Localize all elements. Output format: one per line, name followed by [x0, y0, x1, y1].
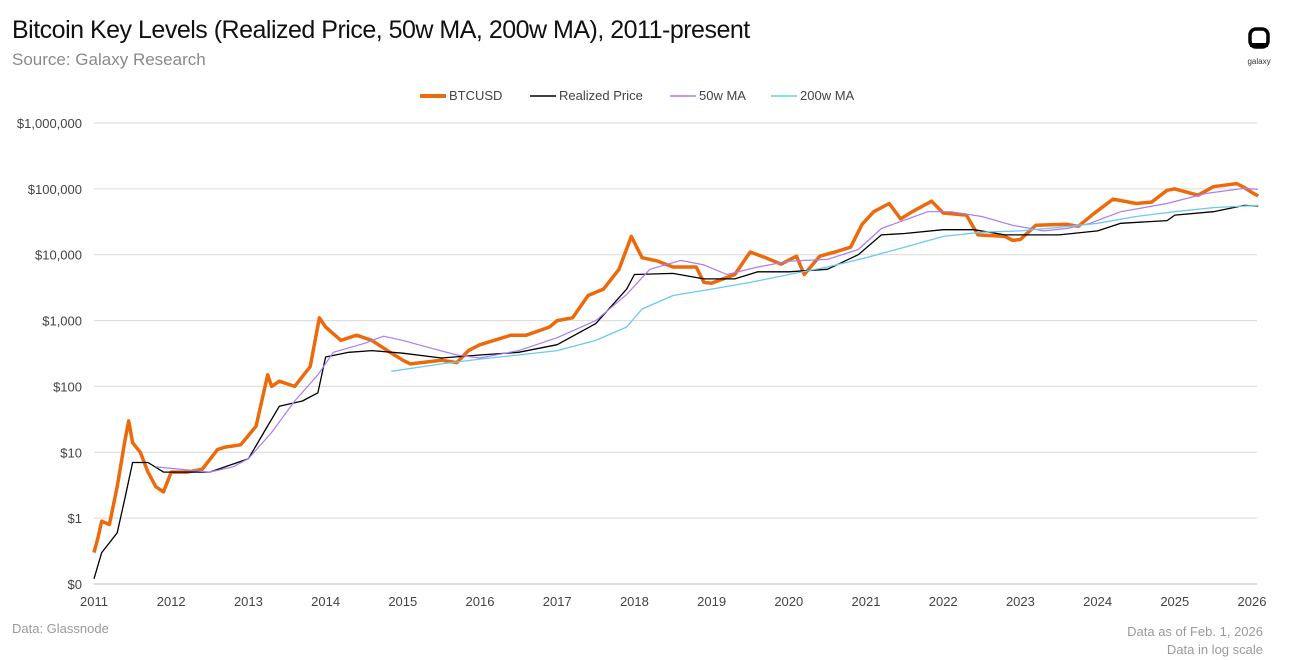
footer-notes: Data as of Feb. 1, 2026 Data in log scal…: [1127, 623, 1263, 659]
scale-note: Data in log scale: [1166, 642, 1263, 657]
y-tick-label: $1: [68, 511, 82, 526]
x-tick-label: 2019: [697, 594, 726, 609]
legend-label: 50w MA: [699, 88, 746, 103]
x-tick-label: 2022: [929, 594, 958, 609]
x-tick-label: 2024: [1083, 594, 1112, 609]
y-tick-label: $100,000: [28, 182, 82, 197]
series-line-200w-ma: [391, 204, 1259, 372]
x-tick-label: 2015: [388, 594, 417, 609]
chart-subtitle: Source: Galaxy Research: [12, 50, 206, 69]
data-source: Data: Glassnode: [12, 621, 109, 636]
chart-title: Bitcoin Key Levels (Realized Price, 50w …: [12, 16, 750, 44]
as-of-date: Data as of Feb. 1, 2026: [1127, 624, 1263, 639]
y-tick-label: $10: [60, 445, 82, 460]
x-tick-label: 2020: [774, 594, 803, 609]
x-tick-label: 2026: [1238, 594, 1267, 609]
x-tick-label: 2021: [852, 594, 881, 609]
x-tick-label: 2017: [543, 594, 572, 609]
galaxy-logo: galaxy: [1244, 26, 1274, 66]
logo-text: galaxy: [1247, 57, 1271, 66]
x-tick-label: 2014: [311, 594, 340, 609]
x-tick-label: 2023: [1006, 594, 1035, 609]
legend-label: Realized Price: [559, 88, 643, 103]
y-tick-label: $0: [68, 577, 82, 592]
x-tick-label: 2012: [157, 594, 186, 609]
x-tick-label: 2018: [620, 594, 649, 609]
series-line-btcusd: [92, 181, 1260, 554]
y-tick-label: $10,000: [35, 248, 82, 263]
legend-label: 200w MA: [800, 88, 855, 103]
x-tick-label: 2025: [1160, 594, 1189, 609]
y-tick-label: $100: [53, 379, 82, 394]
y-tick-label: $1,000,000: [17, 116, 82, 131]
x-tick-label: 2016: [466, 594, 495, 609]
galaxy-logo-icon: [1248, 27, 1270, 49]
x-tick-label: 2013: [234, 594, 263, 609]
legend-label: BTCUSD: [449, 88, 502, 103]
y-tick-label: $1,000: [42, 314, 82, 329]
x-tick-label: 2011: [80, 594, 108, 609]
series-line-realized-price: [93, 204, 1259, 579]
series-line-50w-ma: [155, 187, 1259, 473]
